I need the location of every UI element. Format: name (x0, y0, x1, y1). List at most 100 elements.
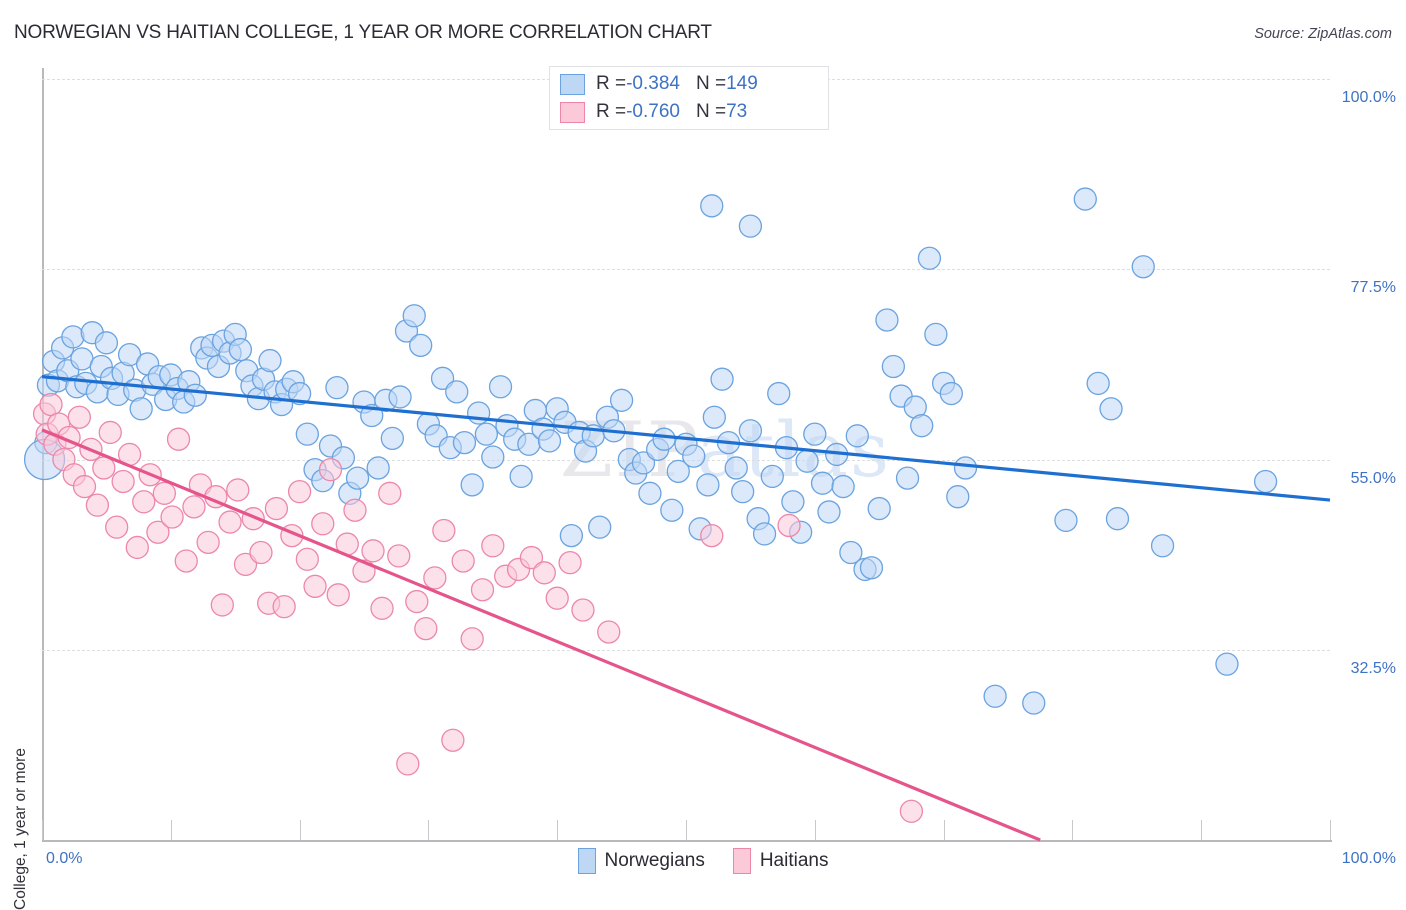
gridline (42, 269, 1330, 271)
data-point (696, 473, 720, 497)
data-point (738, 214, 763, 238)
data-point (609, 388, 634, 412)
data-point (1054, 508, 1078, 533)
data-point (767, 381, 791, 406)
data-point (295, 422, 319, 446)
legend-r-value-norwegians: -0.384 (626, 73, 680, 94)
data-point (430, 366, 455, 390)
data-point (1105, 507, 1130, 531)
data-point (953, 456, 978, 480)
data-point (652, 427, 676, 451)
series-legend-swatch-norwegians (577, 848, 596, 874)
legend-row-haitians: R = -0.760 N = 73 (560, 99, 747, 125)
data-point (402, 304, 426, 328)
data-point (488, 375, 513, 399)
data-point (414, 616, 438, 641)
x-axis-tick (299, 820, 301, 840)
data-point (72, 474, 97, 499)
series-legend-item-norwegians[interactable]: Norwegians (577, 848, 705, 874)
data-point (899, 799, 924, 823)
data-point (760, 464, 784, 489)
data-point (1099, 397, 1123, 421)
x-axis-tick (1201, 820, 1203, 840)
data-point (174, 549, 198, 573)
data-point (474, 422, 499, 446)
data-point (366, 456, 390, 480)
gridline (42, 649, 1330, 651)
data-point (702, 405, 726, 429)
data-point (183, 383, 207, 407)
data-point (803, 422, 827, 446)
data-point (859, 556, 884, 580)
x-axis-tick (170, 820, 172, 840)
data-point (571, 598, 595, 622)
data-point (724, 456, 748, 480)
x-axis-line (42, 840, 1332, 842)
data-point (166, 427, 191, 451)
data-point (311, 512, 335, 536)
y-axis-tick-label: 55.0% (1350, 469, 1396, 487)
data-point (509, 464, 533, 489)
data-point (1022, 691, 1046, 715)
data-point (777, 513, 801, 538)
x-axis-tick (686, 820, 687, 840)
data-point (218, 510, 242, 534)
x-axis-tick (1330, 820, 1331, 840)
legend-n-label-haitians: N = (695, 101, 727, 122)
data-point (361, 539, 385, 563)
data-point (946, 485, 970, 509)
x-axis-max-label: 100.0% (1341, 850, 1396, 867)
y-axis-tick-label: 100.0% (1341, 89, 1396, 106)
y-axis-tick-label: 32.5% (1350, 659, 1396, 677)
data-point (432, 518, 456, 543)
data-point (452, 430, 477, 455)
data-point (983, 684, 1007, 708)
data-point (152, 481, 177, 505)
data-point (132, 490, 156, 514)
data-point (710, 367, 734, 391)
data-point (460, 627, 484, 651)
data-point (423, 566, 447, 590)
data-point (1131, 255, 1155, 279)
data-point (1215, 652, 1239, 676)
data-point (345, 466, 370, 490)
x-axis-tick (1072, 820, 1074, 840)
correlation-legend: R = -0.384 N = 149 R = -0.760 N = 73 (549, 66, 829, 130)
data-point (264, 496, 289, 521)
data-point (867, 496, 891, 521)
data-point (105, 515, 129, 539)
series-legend: Norwegians Haitians (0, 848, 1406, 874)
data-point (597, 620, 621, 644)
data-point (559, 523, 584, 548)
data-point (1073, 187, 1097, 211)
x-axis-tick (557, 820, 559, 840)
legend-row-norwegians: R = -0.384 N = 149 (560, 71, 758, 97)
series-norwegians (23, 187, 1278, 715)
page-title: NORWEGIAN VS HAITIAN COLLEGE, 1 YEAR OR … (14, 22, 712, 43)
data-point (117, 343, 142, 367)
legend-r-label-norwegians: R = (596, 73, 627, 94)
data-point (924, 322, 948, 347)
data-point (129, 397, 153, 421)
data-point (917, 246, 942, 270)
data-point (210, 593, 234, 617)
trend-line-norwegians (41, 375, 1331, 502)
data-point (660, 498, 684, 522)
data-point (249, 540, 273, 565)
data-point (470, 578, 495, 602)
data-point (481, 534, 505, 558)
data-point (752, 522, 777, 546)
data-point (85, 493, 110, 517)
data-point (881, 354, 906, 379)
series-legend-item-haitians[interactable]: Haitians (732, 848, 828, 874)
data-point (228, 337, 253, 362)
data-point (831, 474, 855, 499)
data-point (380, 426, 404, 451)
data-point (378, 481, 402, 505)
y-axis-tick-label: 77.5% (1350, 279, 1396, 297)
data-point (94, 331, 119, 355)
data-point (258, 348, 282, 373)
trend-line-haitians (41, 428, 1041, 842)
x-axis-tick (943, 820, 945, 840)
